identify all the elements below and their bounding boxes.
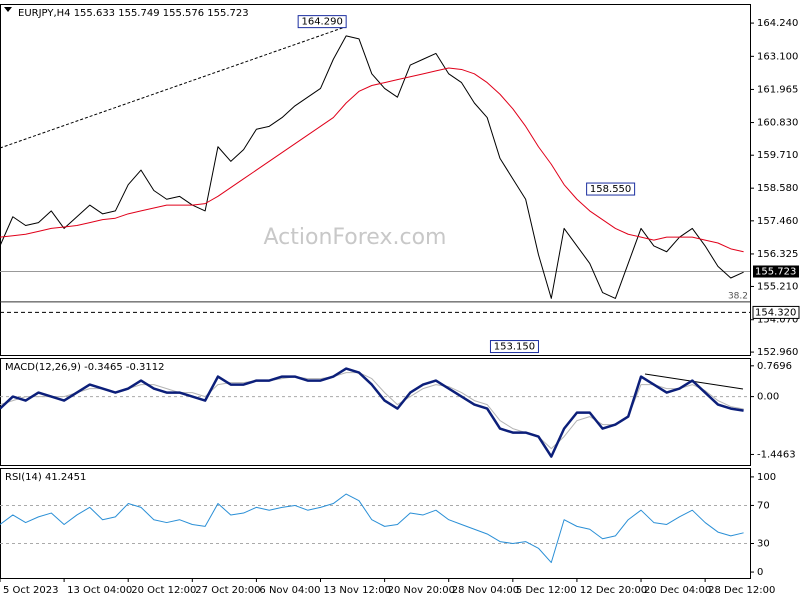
price-annotation-box (489, 340, 539, 354)
y-tick-label: 157.460 (757, 216, 798, 227)
x-tick-label: 5 Dec 12:00 (516, 585, 577, 596)
y-tick-label: 163.100 (757, 51, 798, 62)
x-tick-label: 13 Nov 12:00 (324, 585, 391, 596)
y-tick-label: 0.00 (757, 392, 779, 403)
support-label: 154.320 (755, 307, 796, 318)
y-tick-label: 152.960 (757, 347, 798, 358)
y-tick-label: 160.830 (757, 118, 798, 129)
series-line (0, 493, 744, 564)
y-tick-label: 0 (757, 567, 763, 578)
series-line (0, 35, 744, 299)
y-tick-label: 155.210 (757, 281, 798, 292)
y-tick-label: -1.4463 (757, 449, 796, 460)
y-tick-label: 100 (757, 472, 776, 483)
x-tick-label: 12 Dec 20:00 (580, 585, 647, 596)
series-line (0, 67, 744, 253)
y-tick-label: 161.965 (757, 84, 798, 95)
price-annotation: 158.550 (590, 184, 631, 195)
price-panel (0, 4, 751, 356)
x-tick-label: 13 Oct 04:00 (67, 585, 132, 596)
price-annotation-box (586, 182, 636, 196)
y-tick-label: 156.325 (757, 249, 798, 260)
last-price-box (753, 265, 799, 278)
x-tick-label: 5 Oct 2023 (3, 585, 58, 596)
x-tick-label: 28 Nov 04:00 (452, 585, 519, 596)
price-annotation: 164.290 (301, 17, 342, 28)
y-tick-label: 159.710 (757, 150, 798, 161)
y-tick-label: 70 (757, 500, 770, 511)
y-tick-label: 154.070 (757, 315, 798, 326)
watermark: ActionForex.com (264, 225, 447, 250)
x-tick-label: 27 Oct 20:00 (195, 585, 260, 596)
y-tick-label: 158.580 (757, 183, 798, 194)
price-annotation: 153.150 (494, 342, 535, 353)
fib-label: 38.2 (728, 291, 748, 301)
y-tick-label: 0.7696 (757, 361, 792, 372)
x-tick-label: 20 Dec 04:00 (644, 585, 711, 596)
x-tick-label: 20 Nov 20:00 (388, 585, 455, 596)
panel-title: EURJPY,H4 155.633 155.749 155.576 155.72… (18, 8, 249, 19)
support-box (752, 305, 800, 319)
x-tick-label: 28 Dec 12:00 (708, 585, 775, 596)
panel-title: MACD(12,26,9) -0.3465 -0.3112 (5, 362, 165, 373)
macd-panel (0, 358, 751, 466)
menu-arrow (4, 7, 12, 12)
x-tick-label: 20 Oct 12:00 (131, 585, 196, 596)
last-price-label: 155.723 (755, 266, 796, 277)
y-tick-label: 164.240 (757, 18, 798, 29)
y-tick-label: 30 (757, 539, 770, 550)
series-line (0, 367, 744, 458)
x-tick-label: 6 Nov 04:00 (259, 585, 320, 596)
trend-line (0, 26, 346, 149)
price-annotation-box (297, 15, 347, 29)
rsi-panel (0, 468, 751, 579)
panel-title: RSI(14) 41.2451 (5, 472, 86, 483)
